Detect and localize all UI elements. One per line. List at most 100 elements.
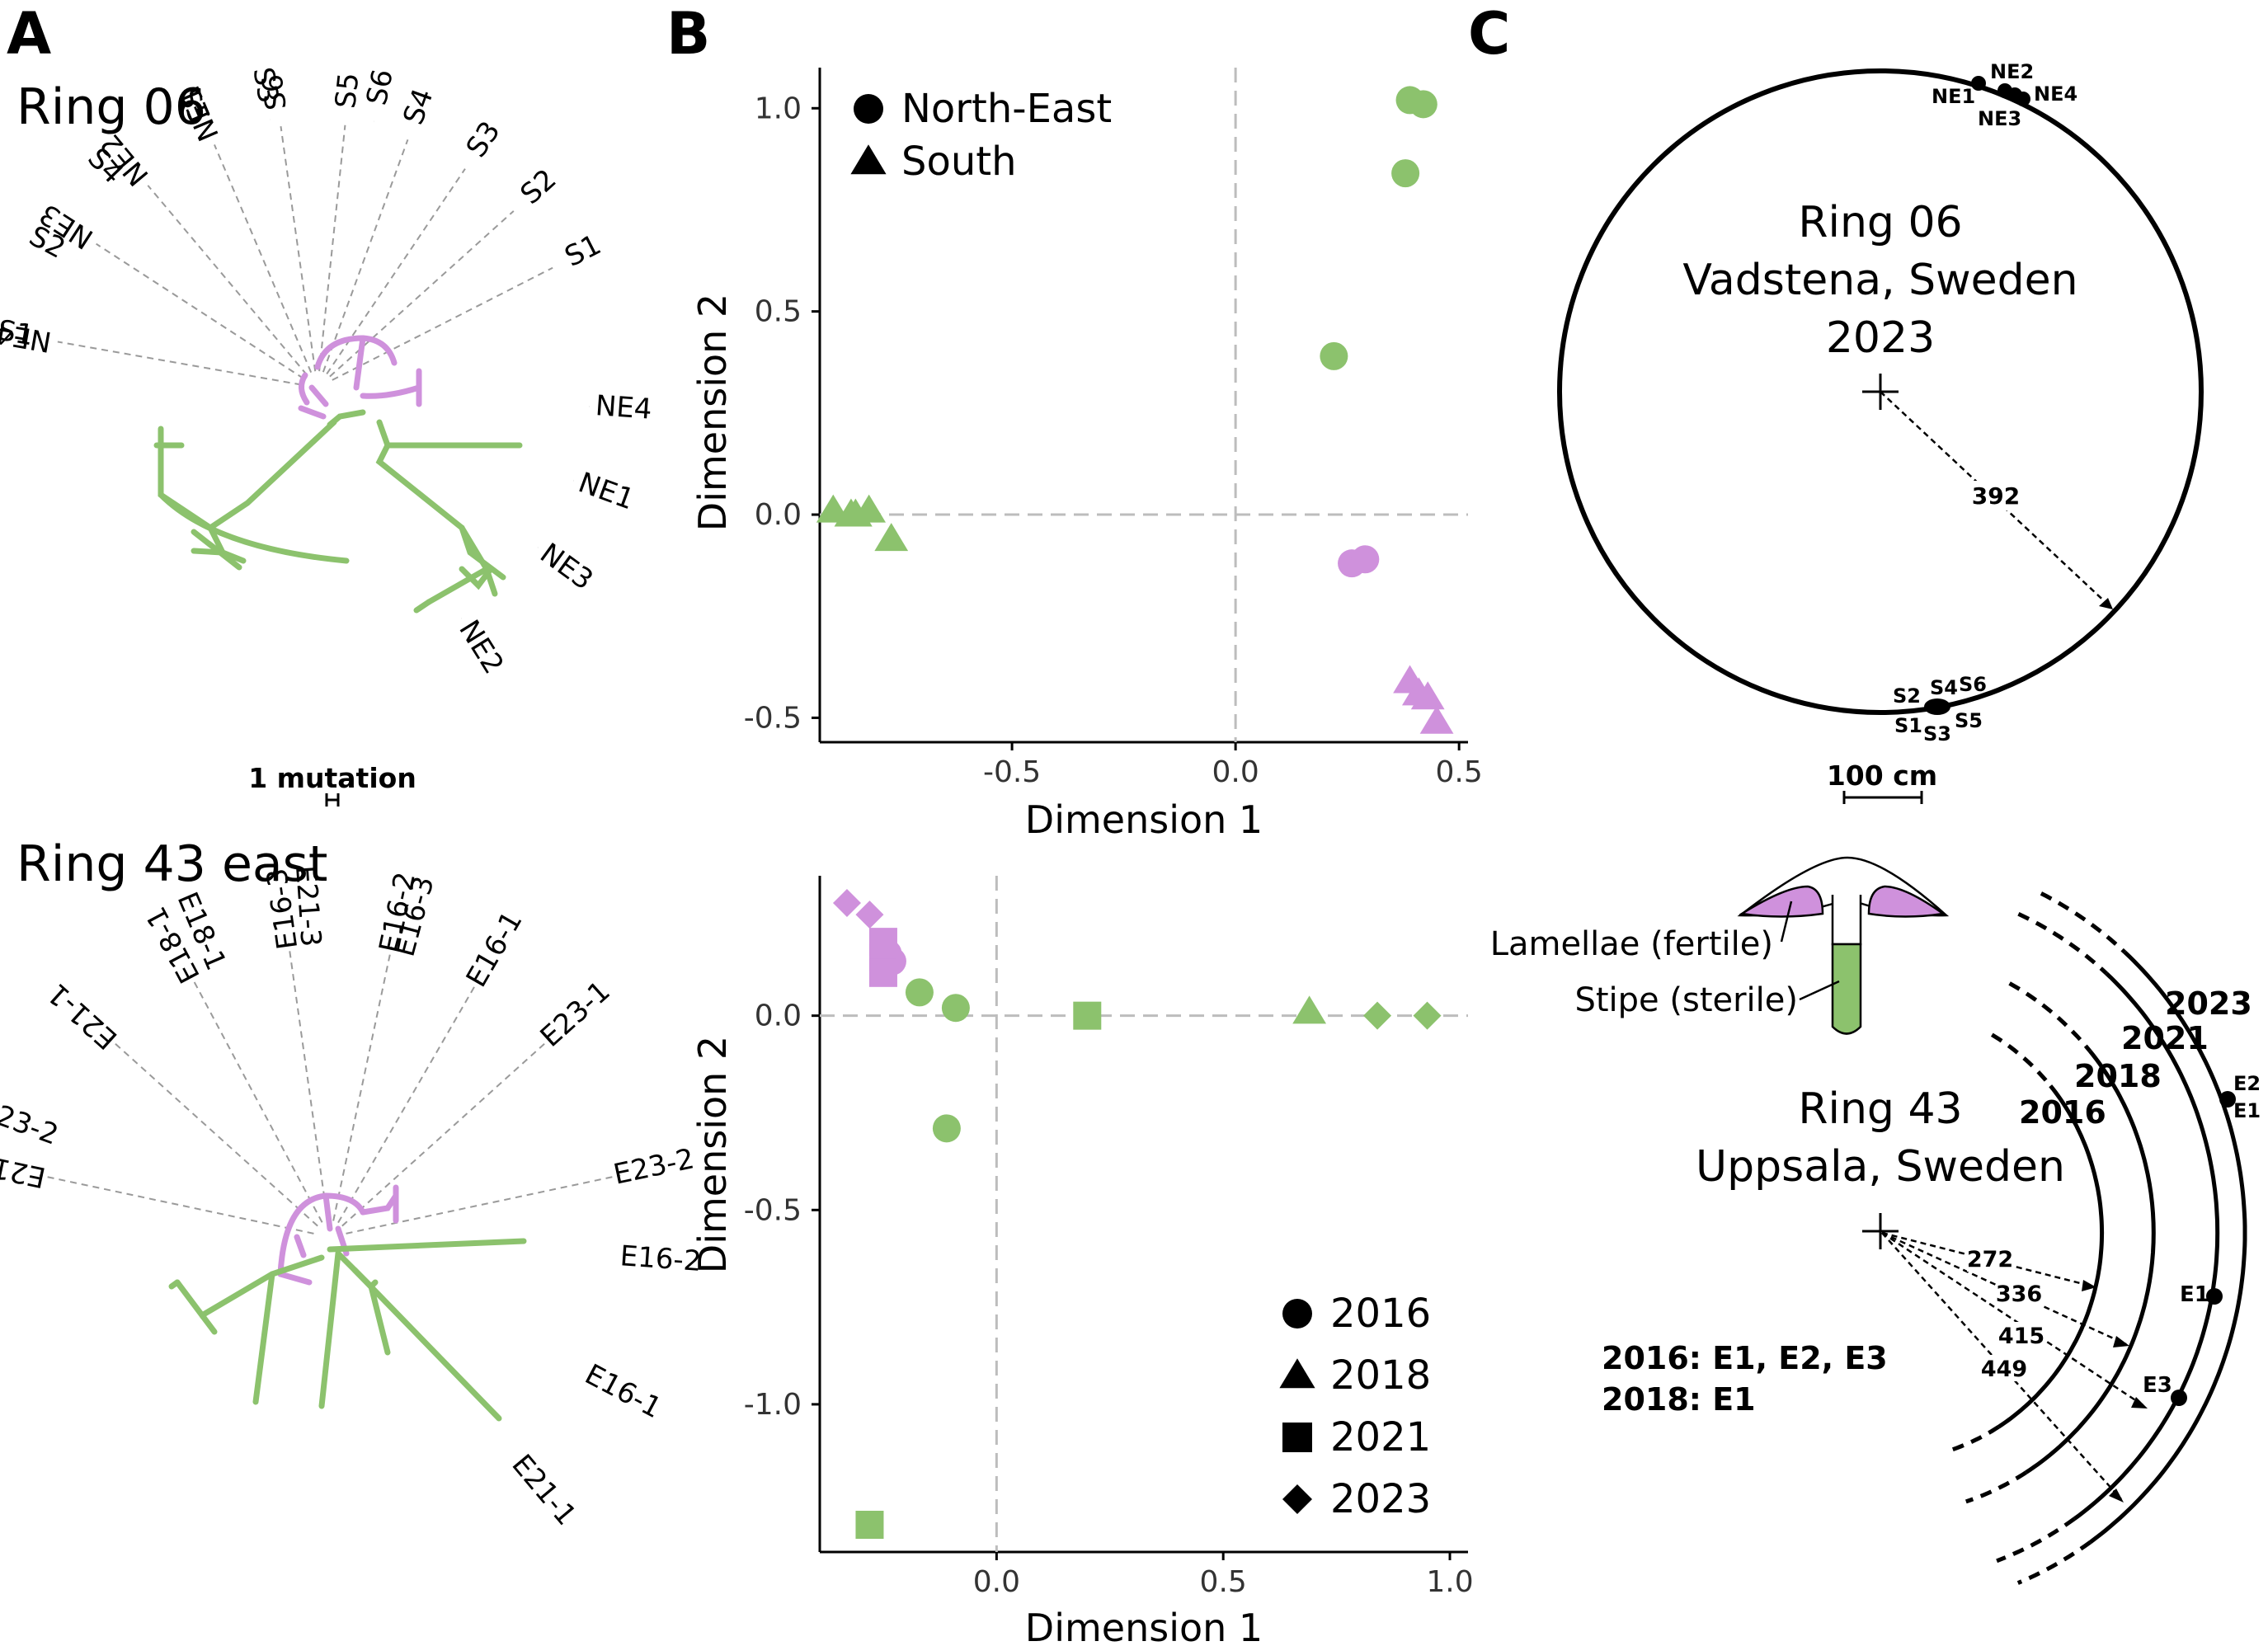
tree-guide-line: [332, 266, 553, 381]
chart-point-diamond: [1282, 1484, 1312, 1514]
tree-tip-label: E16-2: [619, 1239, 703, 1278]
ring06-tree-tip-labels: NE1 S6 S5 S4S3S2S1NE2NE3NE4S1NE4S2NE1S4NE3S…: [0, 65, 653, 680]
arrow-head: [2099, 598, 2113, 609]
x-tick-label: 0.5: [1436, 755, 1483, 789]
chart-point-circle: [905, 978, 934, 1007]
chart-point-diamond: [1363, 1001, 1392, 1030]
tree-tip-label: S3: [246, 65, 285, 106]
tree-guide-line: [108, 1037, 318, 1227]
chart-point-circle: [1351, 545, 1380, 574]
tree-guide-line: [337, 979, 479, 1224]
chart-point-square: [1073, 1001, 1102, 1030]
ring43-map: Ring 43 Uppsala, Sweden 2023 2021 2018 2…: [1602, 891, 2261, 1585]
tree-tip-label: E23-2: [610, 1142, 697, 1192]
x-axis-label: Dimension 1: [1025, 1606, 1263, 1646]
tree-guide-line: [329, 210, 515, 378]
panel-a: A Ring 06 NE1 S6 S5 S4S3S2S1NE2NE3NE4S1NE4S…: [0, 0, 703, 1532]
sample-dot: [2206, 1288, 2223, 1305]
legend-label: 2023: [1330, 1476, 1431, 1522]
chart-point-circle: [1391, 159, 1420, 188]
tree-guide-line: [190, 974, 323, 1223]
tree-guide-line: [39, 1174, 314, 1234]
y-axis-label: Dimension 2: [690, 294, 735, 531]
tree-guide-line: [332, 946, 393, 1221]
mds-plot-ring06: Dimension 1 Dimension 2 -0.5 0.0 0.5 1.0 0.5…: [690, 68, 1483, 842]
tree-tip-label: S2: [515, 162, 563, 211]
tree-tip-label: S1: [560, 228, 607, 274]
panel-b: B Dimension 1 Dimension 2 -0.5 0.0 0.5 1.0 0…: [666, 0, 1483, 1646]
map-scale-label: 100 cm: [1827, 760, 1937, 792]
legend-label: 2021: [1330, 1414, 1431, 1460]
sample-label: E3: [2143, 1373, 2172, 1398]
tree-tip-label: E21-1: [41, 976, 124, 1056]
y-tick-label: 0.5: [755, 295, 802, 329]
sample-label: S3: [1923, 722, 1951, 745]
arc-2016-extension: [1949, 1425, 2000, 1453]
legend-label: 2016: [1330, 1291, 1431, 1337]
tree-tip-label: S1: [0, 313, 36, 352]
chart-point-triangle: [1419, 705, 1454, 734]
sample-dot: [2219, 1091, 2236, 1108]
ring43-green-clade: [168, 1238, 527, 1422]
y-tick-label: 0.0: [755, 498, 802, 532]
x-tick-label: 0.5: [1200, 1565, 1247, 1599]
tree-tip-label: S6: [360, 67, 400, 109]
arc-2023: [2088, 950, 2247, 1545]
arrow-heads: [2082, 1280, 2148, 1503]
ring06-name: Ring 06: [1798, 198, 1962, 247]
chart-point-circle: [1282, 1299, 1312, 1329]
ring43-arc-set: [1949, 891, 2247, 1585]
tree-tip-label: NE1: [574, 466, 638, 516]
chart-point-square: [868, 958, 897, 987]
chart-point-circle: [932, 1114, 961, 1143]
tree-tip-label: S3: [460, 115, 507, 163]
tree-guide-line: [280, 125, 317, 372]
chart-point-diamond: [855, 901, 884, 929]
ring06-s-samples: S2 S4 S6 S1 S3 S5: [1893, 673, 1987, 745]
radius-label-415: 415: [1998, 1324, 2044, 1349]
mushroom-lamellae-left: [1739, 885, 1824, 918]
ring43-center-cross: [1862, 1213, 1899, 1249]
tree-guide-line: [214, 144, 313, 373]
tree-tip-label: E21-3: [289, 864, 327, 948]
arc-2016: [1997, 1084, 2105, 1429]
tree-tip-label: E16-1: [460, 905, 529, 992]
tree-guide-line: [287, 943, 329, 1221]
chart-point-diamond: [1413, 1001, 1442, 1030]
ring06-purple-clade: [298, 335, 422, 420]
ring43-location: Uppsala, Sweden: [1696, 1142, 2065, 1192]
y-tick-label: -0.5: [744, 701, 802, 735]
tree-tip-label: E23-1: [534, 975, 617, 1054]
tree-tip-label: E23-2: [0, 1093, 63, 1151]
stipe-label: Stipe (sterile): [1574, 981, 1798, 1019]
tree-guide-line: [346, 1174, 621, 1234]
y-tick-label: -1.0: [744, 1388, 802, 1422]
ring06-location: Vadstena, Sweden: [1682, 256, 2077, 305]
tree-scale-label: 1 mutation: [248, 762, 416, 794]
ring06-map: Ring 06 Vadstena, Sweden 2023 392 NE1 NE…: [1557, 60, 2204, 745]
tree-tip-label: S6: [256, 73, 294, 112]
tree-guide-line: [57, 341, 302, 386]
chart-point-diamond: [832, 888, 861, 917]
year-label-2023: 2023: [2165, 985, 2252, 1022]
ring06-ne-samples: NE1 NE2 NE3 NE4: [1932, 60, 2077, 130]
x-tick-label: 0.0: [973, 1565, 1020, 1599]
ring06-green-clade: [153, 409, 523, 614]
sample-label: S2: [1893, 684, 1921, 708]
tree-guide-line: [322, 139, 409, 373]
chart-point-circle: [941, 994, 970, 1023]
tree-tip-label: S4: [397, 84, 440, 129]
mushroom-diagram: Lamellae (fertile) Stipe (sterile): [1490, 856, 1950, 1035]
ring43-tree-title: Ring 43 east: [16, 835, 327, 893]
radius-label-336: 336: [1996, 1282, 2042, 1307]
tree-guide-line: [318, 125, 346, 372]
panel-letter-a: A: [7, 0, 51, 68]
x-axis-label: Dimension 1: [1025, 797, 1263, 842]
chart-point-circle: [1320, 341, 1348, 370]
ring43-note-2018: 2018: E1: [1602, 1381, 1756, 1418]
tree-guide-line: [326, 168, 466, 374]
chart-point-square: [1282, 1423, 1312, 1452]
panel-c: C Ring 06 Vadstena, Sweden 2023 392 NE1 …: [1468, 0, 2261, 1585]
tree-guide-line: [96, 242, 304, 379]
